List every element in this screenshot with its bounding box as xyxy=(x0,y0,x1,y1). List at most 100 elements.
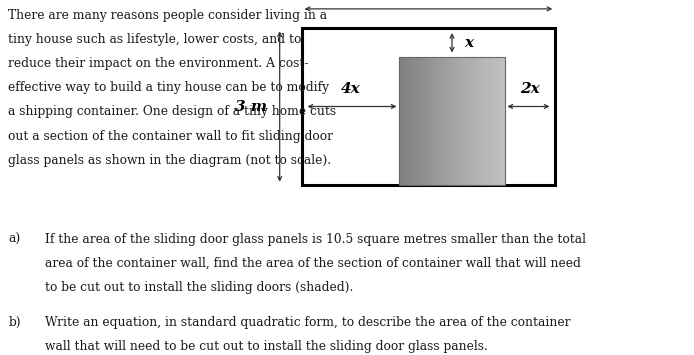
Bar xyxy=(489,56,491,185)
Bar xyxy=(462,56,464,185)
Bar xyxy=(466,56,468,185)
Bar xyxy=(425,56,428,185)
Text: 2x: 2x xyxy=(520,82,540,96)
Bar xyxy=(498,56,500,185)
Text: a shipping container. One design of a tiny home cuts: a shipping container. One design of a ti… xyxy=(8,105,337,119)
Text: out a section of the container wall to fit sliding door: out a section of the container wall to f… xyxy=(8,130,333,143)
Bar xyxy=(422,56,424,185)
Text: 3 m: 3 m xyxy=(235,99,267,114)
Bar xyxy=(443,56,445,185)
Bar xyxy=(402,56,404,185)
Bar xyxy=(502,56,504,185)
Bar xyxy=(419,56,421,185)
Bar xyxy=(400,56,403,185)
Bar xyxy=(491,56,493,185)
Bar xyxy=(423,56,425,185)
Text: glass panels as shown in the diagram (not to scale).: glass panels as shown in the diagram (no… xyxy=(8,154,332,167)
Bar xyxy=(412,56,414,185)
Bar xyxy=(496,56,498,185)
Bar xyxy=(412,56,413,185)
Bar xyxy=(485,56,486,185)
Bar xyxy=(430,56,432,185)
Bar xyxy=(475,56,477,185)
Bar xyxy=(465,56,467,185)
Bar xyxy=(480,56,482,185)
Bar xyxy=(446,56,448,185)
Text: area of the container wall, find the area of the section of container wall that : area of the container wall, find the are… xyxy=(45,257,581,270)
Bar xyxy=(484,56,486,185)
Bar xyxy=(405,56,407,185)
Text: x: x xyxy=(464,36,473,50)
Bar xyxy=(478,56,480,185)
Bar xyxy=(432,56,434,185)
Bar xyxy=(439,56,441,185)
Bar xyxy=(456,56,458,185)
Bar xyxy=(407,56,409,185)
Text: If the area of the sliding door glass panels is 10.5 square metres smaller than : If the area of the sliding door glass pa… xyxy=(45,233,586,246)
Bar xyxy=(400,56,401,185)
Bar xyxy=(437,56,438,185)
Bar xyxy=(468,56,470,185)
Text: Write an equation, in standard quadratic form, to describe the area of the conta: Write an equation, in standard quadratic… xyxy=(45,316,570,329)
Bar xyxy=(490,56,492,185)
Bar xyxy=(494,56,496,185)
Bar xyxy=(415,56,417,185)
Bar xyxy=(444,56,446,185)
Bar xyxy=(472,56,474,185)
Bar xyxy=(487,56,489,185)
Bar xyxy=(448,56,450,185)
Bar xyxy=(400,56,505,185)
Text: effective way to build a tiny house can be to modify: effective way to build a tiny house can … xyxy=(8,81,330,94)
Bar xyxy=(460,56,462,185)
Bar xyxy=(462,56,463,185)
Bar xyxy=(421,56,423,185)
Bar xyxy=(410,56,412,185)
Bar xyxy=(473,56,475,185)
Text: to be cut out to install the sliding doors (shaded).: to be cut out to install the sliding doo… xyxy=(45,281,353,294)
Bar xyxy=(453,56,455,185)
Bar xyxy=(425,56,426,185)
Text: 6 m: 6 m xyxy=(412,0,445,1)
Bar xyxy=(428,56,430,185)
Bar xyxy=(427,56,429,185)
Text: tiny house such as lifestyle, lower costs, and to: tiny house such as lifestyle, lower cost… xyxy=(8,33,302,46)
Bar xyxy=(409,56,411,185)
Bar xyxy=(452,56,454,185)
Bar xyxy=(486,56,488,185)
Bar xyxy=(449,56,451,185)
Bar xyxy=(474,56,476,185)
Bar xyxy=(418,56,420,185)
Bar xyxy=(459,56,461,185)
Bar xyxy=(406,56,408,185)
Bar xyxy=(481,56,483,185)
Bar xyxy=(497,56,499,185)
Bar xyxy=(437,56,439,185)
Bar xyxy=(499,56,501,185)
Bar xyxy=(457,56,459,185)
Bar xyxy=(447,56,449,185)
Bar xyxy=(416,56,418,185)
Bar xyxy=(471,56,473,185)
Bar xyxy=(403,56,405,185)
Text: b): b) xyxy=(8,316,21,329)
Bar xyxy=(464,56,466,185)
Bar xyxy=(450,56,452,185)
Text: a): a) xyxy=(8,233,21,246)
Bar xyxy=(431,56,433,185)
Text: There are many reasons people consider living in a: There are many reasons people consider l… xyxy=(8,9,328,22)
Bar xyxy=(469,56,471,185)
Bar xyxy=(434,56,436,185)
Bar xyxy=(435,56,437,185)
Bar xyxy=(441,56,443,185)
Bar xyxy=(414,56,416,185)
Bar xyxy=(482,56,484,185)
Text: reduce their impact on the environment. A cost-: reduce their impact on the environment. … xyxy=(8,57,309,70)
Bar xyxy=(503,56,505,185)
Text: wall that will need to be cut out to install the sliding door glass panels.: wall that will need to be cut out to ins… xyxy=(45,340,488,353)
Bar xyxy=(302,28,555,185)
Text: 4x: 4x xyxy=(341,82,360,96)
Bar xyxy=(440,56,442,185)
Bar xyxy=(455,56,457,185)
Bar xyxy=(500,56,502,185)
Bar xyxy=(477,56,479,185)
